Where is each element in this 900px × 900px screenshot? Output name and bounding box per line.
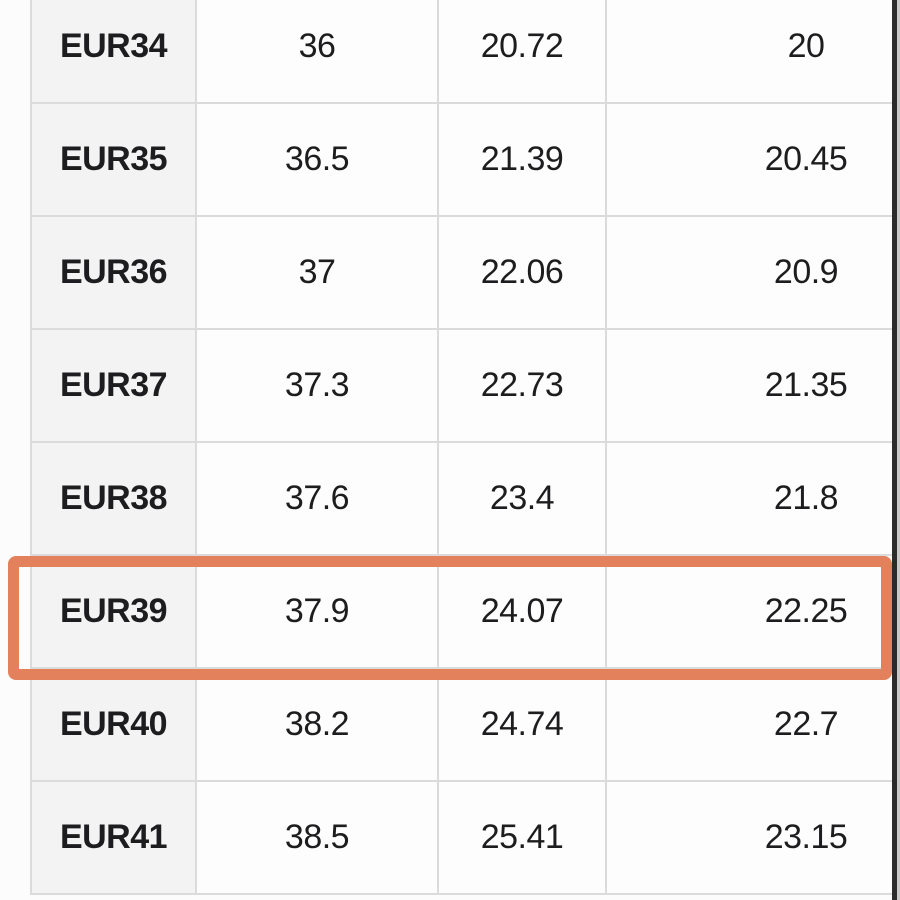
value-cell: 20.9 — [607, 217, 900, 328]
table-row: EUR36 37 22.06 20.9 — [32, 217, 900, 330]
size-cell: EUR41 — [32, 782, 197, 893]
value-cell: 36.5 — [197, 104, 439, 215]
value-cell: 23.4 — [439, 443, 607, 554]
value-cell: 22.73 — [439, 330, 607, 441]
size-cell: EUR38 — [32, 443, 197, 554]
value-cell: 20.72 — [439, 0, 607, 102]
value-cell: 22.25 — [607, 556, 900, 667]
value-cell: 21.8 — [607, 443, 900, 554]
table-row: EUR37 37.3 22.73 21.35 — [32, 330, 900, 443]
value-cell: 37.3 — [197, 330, 439, 441]
size-cell: EUR37 — [32, 330, 197, 441]
value-cell: 38.2 — [197, 669, 439, 780]
value-cell: 22.06 — [439, 217, 607, 328]
value-cell: 24.74 — [439, 669, 607, 780]
value-cell: 36 — [197, 0, 439, 102]
table-row: EUR41 38.5 25.41 23.15 — [32, 782, 900, 895]
screen-edge-outer — [897, 0, 900, 900]
size-table: EUR34 36 20.72 20 EUR35 36.5 21.39 20.45… — [30, 0, 900, 895]
table-row: EUR38 37.6 23.4 21.8 — [32, 443, 900, 556]
size-cell: EUR36 — [32, 217, 197, 328]
size-cell: EUR40 — [32, 669, 197, 780]
table-row: EUR35 36.5 21.39 20.45 — [32, 104, 900, 217]
table-row-highlighted: EUR39 37.9 24.07 22.25 — [32, 556, 900, 669]
value-cell: 21.35 — [607, 330, 900, 441]
value-cell: 23.15 — [607, 782, 900, 893]
value-cell: 37.6 — [197, 443, 439, 554]
value-cell: 21.39 — [439, 104, 607, 215]
value-cell: 20 — [607, 0, 900, 102]
value-cell: 25.41 — [439, 782, 607, 893]
value-cell: 37 — [197, 217, 439, 328]
size-cell: EUR39 — [32, 556, 197, 667]
table-row: EUR40 38.2 24.74 22.7 — [32, 669, 900, 782]
size-cell: EUR35 — [32, 104, 197, 215]
value-cell: 37.9 — [197, 556, 439, 667]
value-cell: 24.07 — [439, 556, 607, 667]
value-cell: 20.45 — [607, 104, 900, 215]
table-row: EUR34 36 20.72 20 — [32, 0, 900, 104]
screen-edge-line — [892, 0, 897, 900]
size-cell: EUR34 — [32, 0, 197, 102]
value-cell: 22.7 — [607, 669, 900, 780]
value-cell: 38.5 — [197, 782, 439, 893]
